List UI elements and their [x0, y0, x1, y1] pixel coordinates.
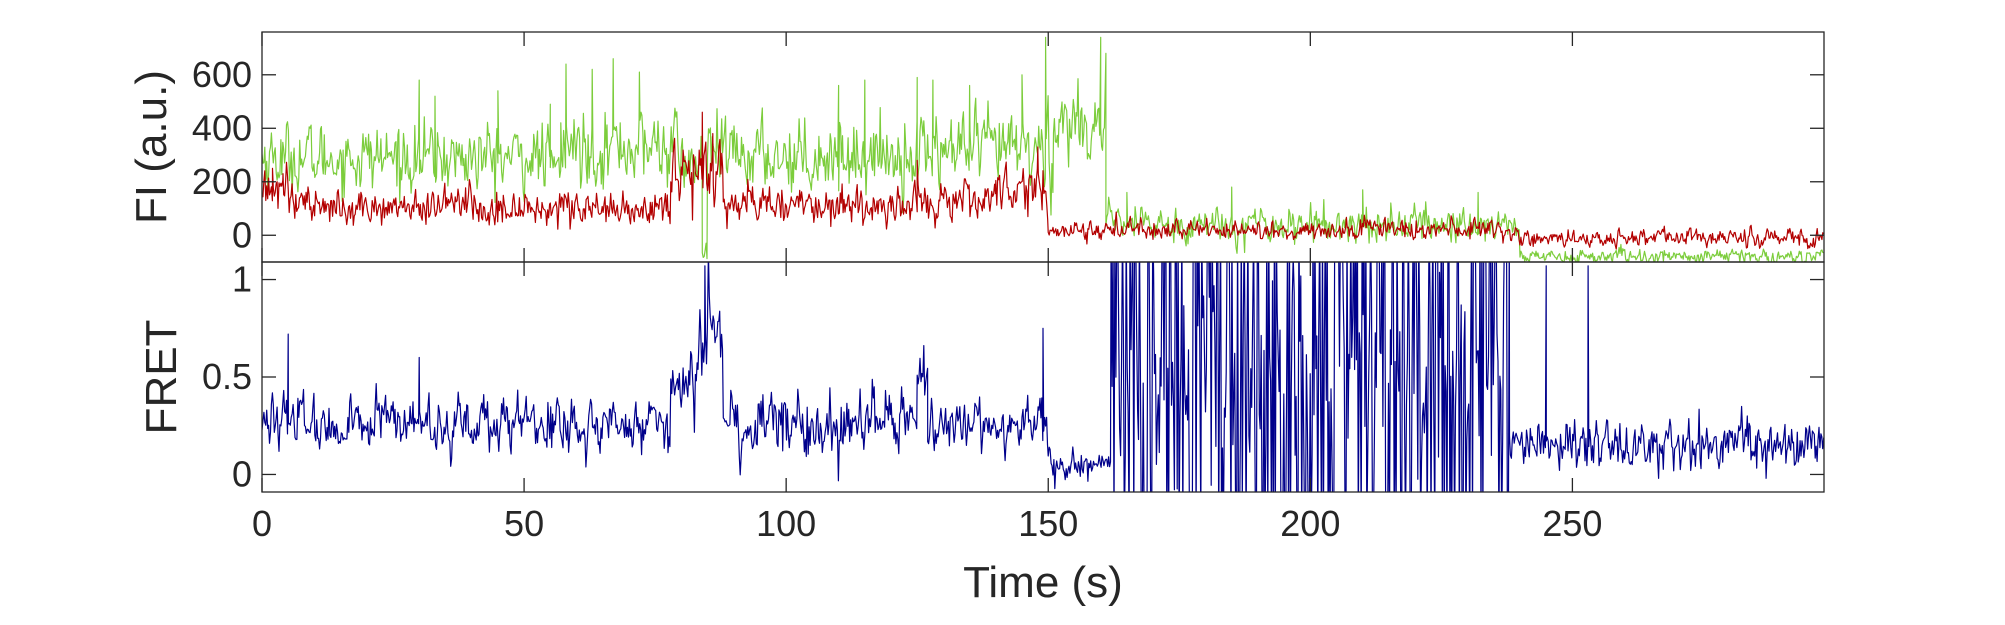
fret-plot-frame	[261, 261, 1825, 493]
fret-x-tick-label: 150	[1018, 503, 1078, 544]
x-axis-title: Time (s)	[963, 558, 1123, 607]
fluorescence-y-tick-label: 400	[192, 107, 252, 148]
fret-axes: 0 0.5 1 0 50 100 150 200 250	[202, 259, 1824, 544]
fret-x-tick-label: 200	[1280, 503, 1340, 544]
fluorescence-y-tick-label: 0	[232, 214, 252, 255]
fret-x-tick-label: 100	[756, 503, 816, 544]
fret-y-axis-title: FRET	[137, 320, 186, 435]
fluorescence-trace-1	[262, 111, 1824, 250]
fluorescence-traces	[262, 36, 1824, 262]
fret-traces	[262, 262, 1824, 492]
fluorescence-y-tick-label: 200	[192, 161, 252, 202]
fret-x-tick-label: 250	[1542, 503, 1602, 544]
fret-y-tick-label: 0	[232, 453, 252, 494]
fluorescence-trace-0	[262, 36, 1824, 262]
fret-panel: 0 0.5 1 0 50 100 150 200 250 FRET Time (s)	[137, 259, 1825, 607]
fluorescence-y-axis-title: FI (a.u.)	[127, 70, 176, 224]
fluorescence-panel: 0 200 400 600 FI (a.u.)	[127, 31, 1825, 263]
fluorescence-y-tick-label: 600	[192, 54, 252, 95]
fret-x-tick-label: 50	[504, 503, 544, 544]
fluorescence-y-axis: 0 200 400 600	[192, 32, 1824, 262]
fret-y-tick-label: 0.5	[202, 356, 252, 397]
fret-x-tick-label: 0	[252, 503, 272, 544]
fret-trace-0	[262, 262, 1824, 492]
fret-y-tick-label: 1	[232, 259, 252, 300]
